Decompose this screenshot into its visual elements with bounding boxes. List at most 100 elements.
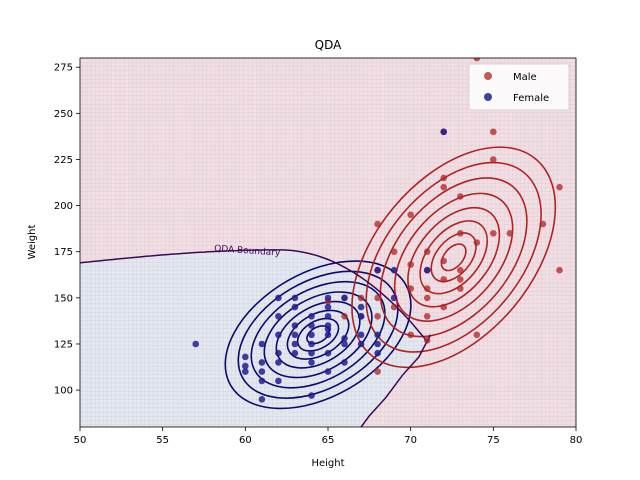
male-point	[440, 174, 448, 182]
male-point	[374, 294, 381, 302]
male-contour-1	[351, 146, 557, 369]
y-tick-label: 150	[54, 293, 73, 304]
female-point	[308, 322, 315, 329]
male-point	[457, 266, 464, 274]
x-axis: 50 55 60 65 70 75 80	[74, 427, 583, 446]
male-contour-5	[407, 206, 501, 308]
male-contour-2	[365, 161, 542, 353]
female-point	[390, 294, 398, 302]
female-point	[308, 359, 315, 366]
y-axis: 100 125 150 175 200 225 250 275	[54, 63, 80, 397]
legend-female-marker	[484, 93, 492, 101]
y-tick-label: 175	[54, 247, 73, 258]
x-tick-label: 80	[570, 435, 583, 446]
male-point	[407, 211, 415, 219]
female-contour-5	[275, 300, 361, 369]
female-point	[275, 294, 282, 302]
male-point	[440, 183, 448, 191]
y-tick-label: 100	[54, 386, 73, 397]
qda-boundary-line	[80, 249, 432, 427]
female-point	[374, 331, 381, 339]
male-contour-4	[393, 192, 514, 322]
male-point	[490, 230, 497, 237]
female-point	[275, 359, 282, 366]
female-point	[291, 322, 299, 329]
female-point	[308, 331, 315, 339]
male-point	[457, 285, 464, 292]
female-point	[291, 303, 299, 311]
female-contour-4	[263, 291, 373, 379]
female-point	[357, 303, 365, 311]
male-point	[390, 248, 398, 255]
x-tick-label: 60	[239, 435, 252, 446]
male-point	[490, 128, 497, 136]
male-contour-8	[440, 243, 467, 272]
male-point	[457, 193, 464, 200]
female-point	[374, 266, 381, 274]
female-point	[258, 368, 266, 375]
x-tick-label: 65	[322, 435, 335, 446]
plot-area: QDA Boundary	[79, 57, 577, 428]
female-point	[308, 340, 315, 348]
female-point	[357, 331, 365, 339]
male-point	[374, 368, 381, 375]
female-point	[291, 340, 299, 348]
y-tick-label: 250	[54, 109, 73, 120]
legend-box	[468, 63, 570, 111]
female-point	[341, 359, 348, 366]
female-point	[291, 331, 299, 339]
male-point	[457, 230, 464, 237]
female-point	[258, 359, 266, 366]
female-contour-1	[224, 260, 412, 410]
legend-male-marker	[484, 72, 492, 80]
female-point	[291, 294, 299, 302]
male-point	[440, 257, 448, 265]
male-point	[423, 285, 431, 292]
male-point	[423, 313, 431, 320]
female-point	[324, 331, 332, 339]
legend: Male Female	[468, 63, 570, 111]
female-point	[308, 392, 315, 399]
female-point	[242, 368, 249, 375]
male-point	[374, 220, 381, 228]
female-point	[258, 377, 266, 385]
female-point	[275, 349, 282, 357]
female-point	[275, 377, 282, 385]
male-contour-3	[379, 177, 528, 338]
male-point	[374, 313, 381, 320]
male-point	[539, 220, 547, 228]
female-point	[258, 396, 266, 403]
female-point	[390, 266, 398, 274]
female-point	[242, 353, 249, 361]
female-point	[357, 313, 365, 320]
female-point	[423, 266, 431, 274]
female-point	[308, 313, 315, 320]
y-tick-label: 275	[54, 63, 73, 74]
legend-male-label: Male	[513, 72, 537, 83]
female-point	[308, 349, 315, 357]
male-point	[473, 239, 481, 246]
male-point	[473, 331, 481, 339]
female-point	[357, 340, 365, 348]
legend-female-label: Female	[513, 93, 549, 104]
male-point	[407, 331, 415, 339]
x-axis-label: Height	[311, 458, 344, 469]
male-point	[423, 294, 431, 302]
male-point	[440, 276, 448, 283]
male-point	[423, 248, 431, 255]
male-point	[341, 313, 348, 320]
y-tick-label: 200	[54, 201, 73, 212]
scatter-points	[192, 58, 563, 403]
male-point	[556, 183, 563, 191]
y-tick-label: 125	[54, 339, 73, 350]
female-point	[324, 294, 332, 302]
male-point	[440, 303, 448, 311]
y-axis-label: Weight	[27, 225, 38, 260]
female-contour-2	[237, 270, 399, 399]
female-point	[324, 325, 332, 333]
female-point	[324, 313, 332, 320]
male-point	[556, 266, 563, 274]
male-point	[407, 285, 415, 292]
x-tick-label: 75	[487, 435, 500, 446]
